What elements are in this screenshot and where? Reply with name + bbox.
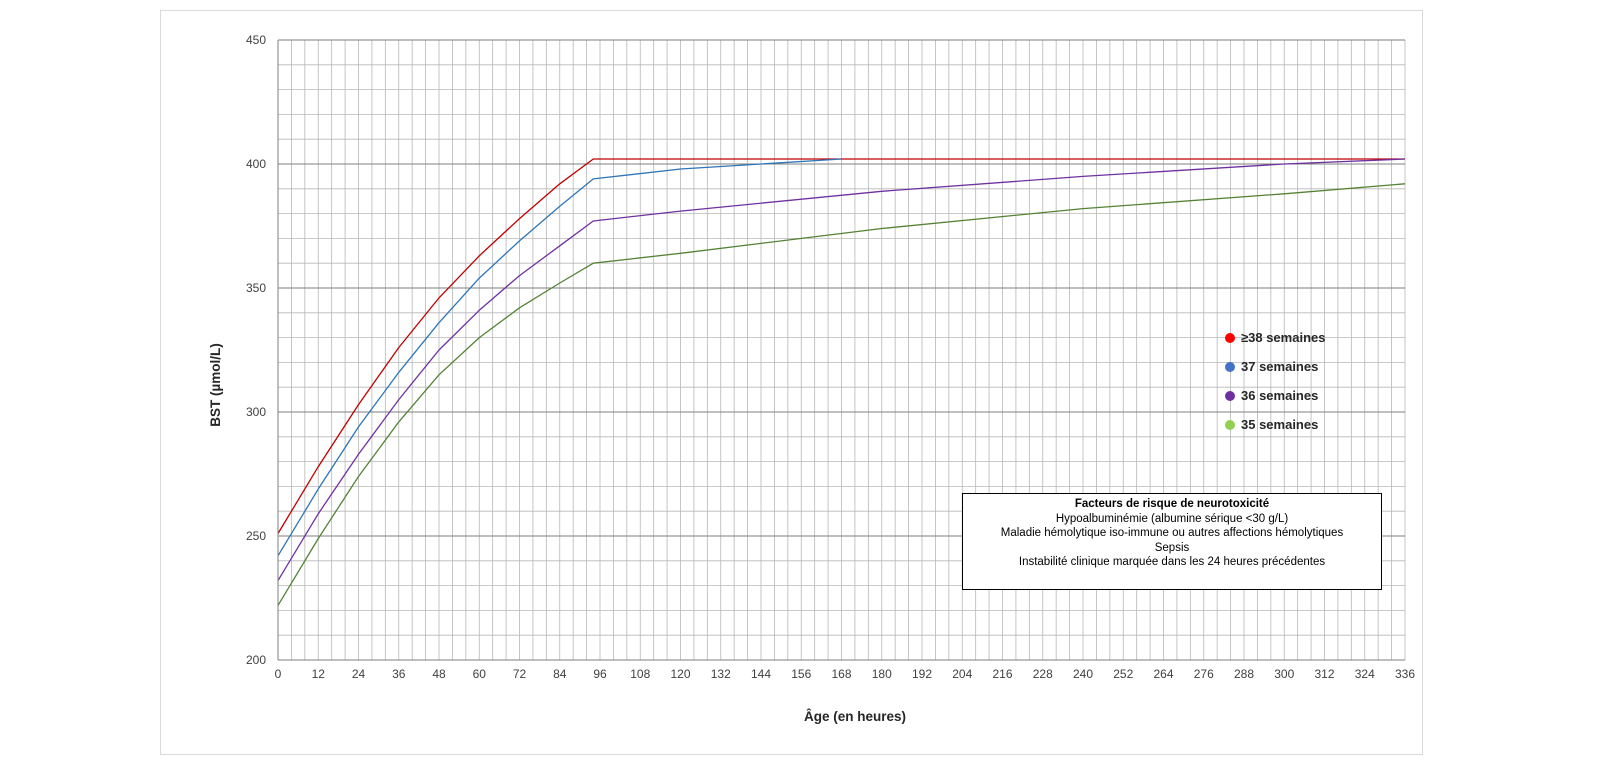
x-tick-label: 84 <box>553 667 567 681</box>
legend-label: 37 semaines <box>1241 359 1319 374</box>
risk-factors-box: Facteurs de risque de neurotoxicité Hypo… <box>962 493 1382 590</box>
series-line <box>277 158 1405 534</box>
x-tick-label: 240 <box>1073 667 1093 681</box>
x-tick-label: 168 <box>831 667 851 681</box>
x-tick-label: 72 <box>513 667 527 681</box>
legend-marker <box>1225 361 1235 372</box>
x-tick-label: 312 <box>1314 667 1334 681</box>
risk-factor-line: Hypoalbuminémie (albumine sérique <30 g/… <box>1055 512 1289 525</box>
x-tick-label: 96 <box>593 667 607 681</box>
x-tick-label: 0 <box>275 667 282 681</box>
series-line <box>277 158 1406 581</box>
y-tick-label: 400 <box>246 157 266 171</box>
chart-frame <box>160 10 1423 755</box>
legend-marker <box>1225 390 1235 401</box>
x-tick-label: 192 <box>912 667 932 681</box>
series-lines <box>277 158 1406 606</box>
legend-label: 36 semaines <box>1241 388 1319 403</box>
y-tick-label: 350 <box>246 281 266 295</box>
legend-label: ≥38 semaines <box>1241 330 1326 345</box>
x-tick-label: 132 <box>711 667 731 681</box>
x-axis-label: Âge (en heures) <box>804 709 906 724</box>
series-line <box>277 158 842 557</box>
y-tick-labels: 200 250 300 350 400 450 <box>246 33 266 667</box>
y-tick-label: 300 <box>246 405 266 419</box>
series-line <box>277 183 1406 606</box>
x-tick-label: 228 <box>1033 667 1053 681</box>
x-tick-labels: 0 12 24 36 48 60 72 84 96 108 120 132 144 156 168 180 19… <box>275 667 1416 681</box>
y-tick-label: 250 <box>246 529 266 543</box>
x-tick-label: 156 <box>791 667 811 681</box>
x-tick-label: 264 <box>1153 667 1173 681</box>
x-tick-label: 324 <box>1355 667 1375 681</box>
legend-item: ≥38 semaines <box>1225 323 1355 352</box>
x-tick-label: 60 <box>473 667 487 681</box>
x-tick-label: 144 <box>751 667 771 681</box>
y-tick-label: 200 <box>246 653 266 667</box>
x-tick-label: 180 <box>872 667 892 681</box>
legend-item: 36 semaines <box>1225 381 1355 410</box>
y-axis-label: BST (µmol/L) <box>208 343 223 427</box>
x-tick-label: 300 <box>1274 667 1294 681</box>
x-tick-label: 120 <box>670 667 690 681</box>
x-tick-label: 12 <box>312 667 326 681</box>
legend: ≥38 semaines 37 semaines 36 semaines 35 sem… <box>1225 323 1355 439</box>
risk-factor-line: Sepsis <box>1154 541 1190 554</box>
major-gridlines <box>278 39 1405 537</box>
risk-factor-line: Maladie hémolytique iso-immune ou autres… <box>1000 527 1344 539</box>
legend-marker <box>1225 419 1235 430</box>
y-tick-label: 450 <box>246 33 266 47</box>
x-tick-label: 36 <box>392 667 406 681</box>
axes <box>277 40 1405 661</box>
legend-item: 35 semaines <box>1225 410 1355 439</box>
legend-label: 35 semaines <box>1241 417 1319 432</box>
x-tick-label: 48 <box>432 667 446 681</box>
x-tick-label: 276 <box>1194 667 1214 681</box>
legend-item: 37 semaines <box>1225 352 1355 381</box>
x-tick-label: 204 <box>952 667 972 681</box>
x-tick-label: 24 <box>352 667 366 681</box>
x-tick-label: 288 <box>1234 667 1254 681</box>
risk-factor-line: Instabilité clinique marquée dans les 24… <box>1018 556 1326 568</box>
legend-marker <box>1225 332 1235 343</box>
x-tick-label: 216 <box>992 667 1012 681</box>
x-tick-label: 252 <box>1113 667 1133 681</box>
risk-factors-title: Facteurs de risque de neurotoxicité <box>1074 498 1270 510</box>
x-tick-label: 108 <box>630 667 650 681</box>
x-tick-label: 336 <box>1395 667 1415 681</box>
